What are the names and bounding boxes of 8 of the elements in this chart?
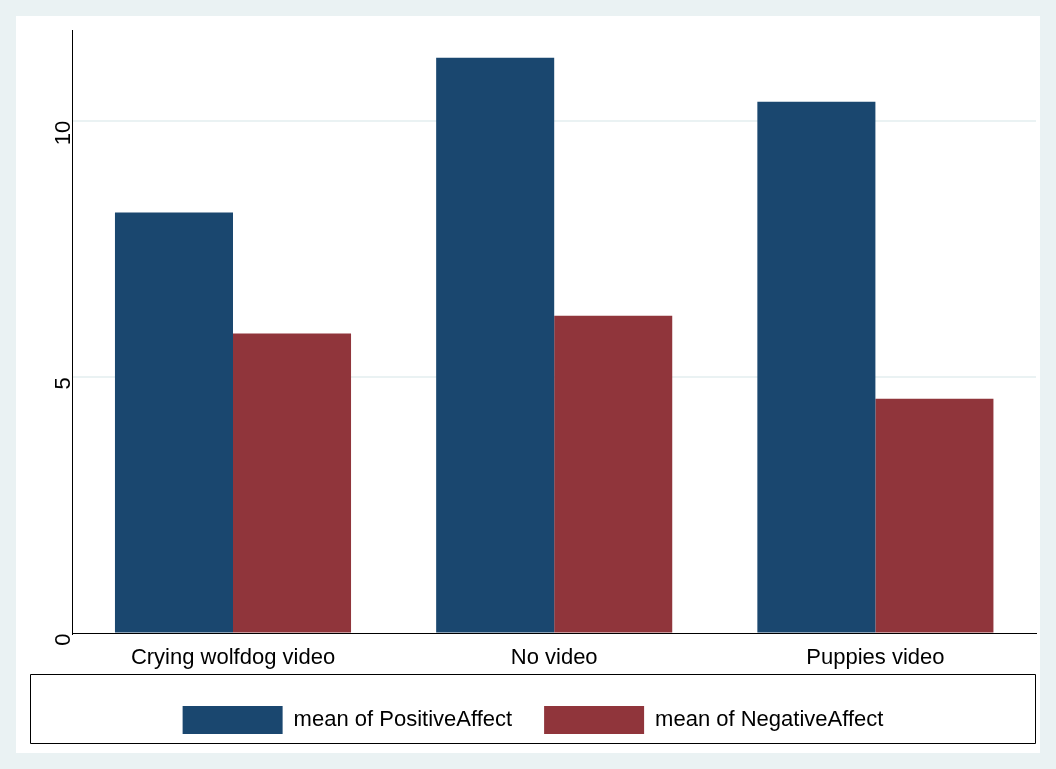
x-tick-label: Puppies video: [806, 643, 945, 669]
y-tick-label: 10: [50, 120, 76, 146]
y-tick-label: 5: [50, 377, 76, 390]
legend-label: mean of PositiveAffect: [293, 706, 513, 732]
x-tick-label: Crying wolfdog video: [130, 643, 336, 669]
x-tick-label: No video: [510, 643, 598, 669]
y-tick-label: 0: [50, 633, 76, 646]
legend-label: mean of NegativeAffect: [655, 706, 884, 732]
